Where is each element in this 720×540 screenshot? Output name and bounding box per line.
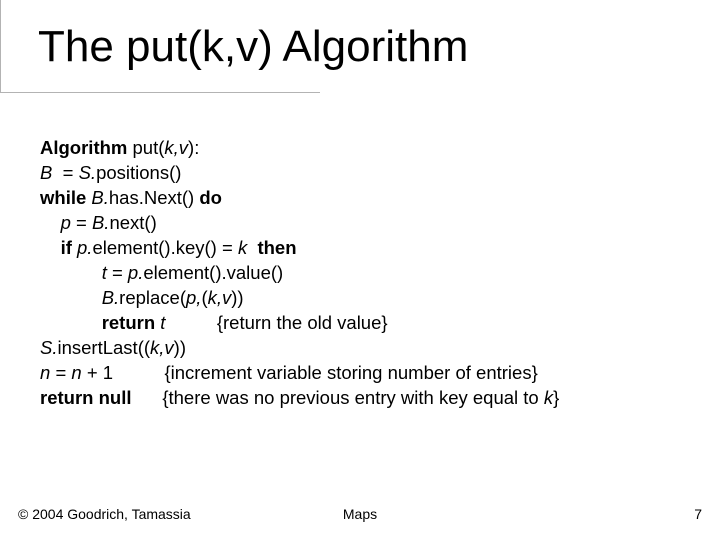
code-line-8: return t {return the old value} — [40, 311, 680, 336]
kw-while: while — [40, 187, 86, 208]
indent — [40, 237, 61, 258]
code-line-3: while B.has.Next() do — [40, 186, 680, 211]
indent — [40, 262, 102, 283]
slide: The put(k,v) Algorithm Algorithm put(k,v… — [0, 0, 720, 540]
kw-if: if — [61, 237, 72, 258]
var-S: S. — [79, 162, 96, 183]
var-p: p — [61, 212, 76, 233]
kw-algorithm: Algorithm — [40, 137, 127, 158]
var-k: k — [238, 237, 252, 258]
var-p: p. — [128, 262, 143, 283]
comment: {there was no previous entry with key eq… — [162, 387, 544, 408]
txt: = — [57, 162, 78, 183]
code-line-10: n = n + 1 {increment variable storing nu… — [40, 361, 680, 386]
var-p: p. — [77, 237, 92, 258]
txt: positions() — [96, 162, 181, 183]
title-side-rule — [0, 0, 1, 92]
slide-title: The put(k,v) Algorithm — [38, 22, 468, 72]
txt: + 1 — [87, 362, 113, 383]
comment: {return the old value} — [217, 312, 388, 333]
var-B: B — [40, 162, 57, 183]
gap — [131, 387, 162, 408]
txt: has.Next() — [109, 187, 199, 208]
txt: put( — [127, 137, 164, 158]
indent — [40, 312, 102, 333]
code-line-5: if p.element().key() = k then — [40, 236, 680, 261]
kw-do: do — [199, 187, 222, 208]
var-S: S. — [40, 337, 57, 358]
kw-return-null: return null — [40, 387, 131, 408]
indent — [40, 212, 61, 233]
var-k: k — [544, 387, 553, 408]
gap — [113, 362, 164, 383]
algorithm-code: Algorithm put(k,v): B = S.positions() wh… — [40, 136, 680, 411]
txt: next() — [109, 212, 156, 233]
var-kv: k,v — [150, 337, 174, 358]
code-line-11: return null {there was no previous entry… — [40, 386, 680, 411]
txt: element().value() — [143, 262, 283, 283]
title-underline — [0, 92, 320, 93]
var-B: B. — [91, 187, 108, 208]
code-line-2: B = S.positions() — [40, 161, 680, 186]
code-line-7: B.replace(p,(k,v)) — [40, 286, 680, 311]
var-kv: k,v — [208, 287, 232, 308]
comment: {increment variable storing number of en… — [164, 362, 537, 383]
var-p: p, — [186, 287, 201, 308]
txt: replace( — [119, 287, 186, 308]
txt: insertLast(( — [57, 337, 150, 358]
var-kv: k,v — [164, 137, 188, 158]
code-line-9: S.insertLast((k,v)) — [40, 336, 680, 361]
txt: element().key() = — [92, 237, 237, 258]
kw-then: then — [252, 237, 296, 258]
txt: = — [55, 362, 71, 383]
comment: } — [553, 387, 559, 408]
code-line-6: t = p.element().value() — [40, 261, 680, 286]
kw-return: return — [102, 312, 155, 333]
var-n: n — [40, 362, 55, 383]
gap — [165, 312, 216, 333]
var-B: B. — [92, 212, 109, 233]
var-n: n — [71, 362, 86, 383]
var-B: B. — [102, 287, 119, 308]
indent — [40, 287, 102, 308]
txt: ): — [188, 137, 199, 158]
txt: )) — [174, 337, 186, 358]
footer-page-number: 7 — [694, 506, 702, 522]
txt: )) — [231, 287, 243, 308]
code-line-1: Algorithm put(k,v): — [40, 136, 680, 161]
var-t: t — [102, 262, 112, 283]
footer-center: Maps — [18, 506, 702, 522]
txt: = — [112, 262, 128, 283]
txt: = — [76, 212, 92, 233]
code-line-4: p = B.next() — [40, 211, 680, 236]
